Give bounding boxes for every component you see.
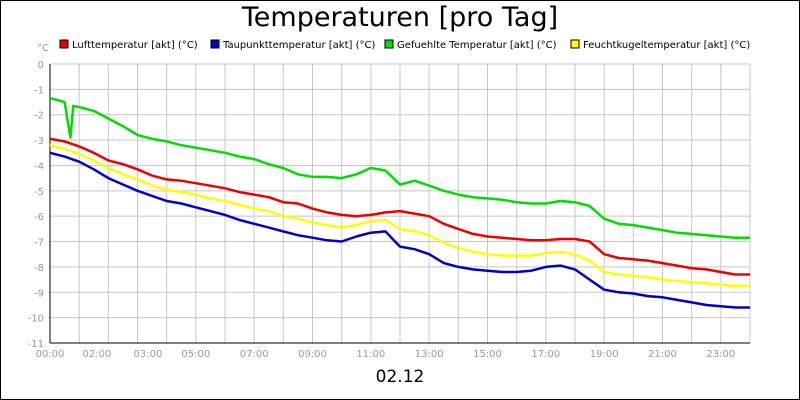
y-tick-label: -1 xyxy=(34,85,44,96)
y-tick-label: -8 xyxy=(34,263,44,274)
chart-title: Temperaturen [pro Tag] xyxy=(241,2,559,33)
y-tick-label: -9 xyxy=(34,288,44,299)
legend-swatch xyxy=(210,39,220,49)
x-tick-label: 02:00 xyxy=(83,349,112,360)
legend-item-2: Taupunkttemperatur [akt] (°C) xyxy=(210,39,375,51)
x-tick-label: 11:00 xyxy=(356,349,385,360)
legend-label: Gefuehlte Temperatur [akt] (°C) xyxy=(397,40,557,51)
series-line-3 xyxy=(49,96,750,239)
series-layer xyxy=(49,96,750,309)
x-axis-label: 02.12 xyxy=(375,367,425,387)
x-tick-label: 00:00 xyxy=(36,349,65,360)
x-tick-label: 13:00 xyxy=(415,349,444,360)
legend-swatch xyxy=(384,39,394,49)
y-axis-unit: °C xyxy=(37,43,49,54)
legend: Lufttemperatur [akt] (°C) Taupunkttempera… xyxy=(59,39,750,51)
x-tick-label: 17:00 xyxy=(531,349,560,360)
y-tick-label: -6 xyxy=(34,212,44,223)
legend-label: Feuchtkugeltemperatur [akt] (°C) xyxy=(583,40,750,51)
series-line-2 xyxy=(49,151,750,309)
y-tick-label: -11 xyxy=(28,339,44,350)
y-tick-label: -3 xyxy=(34,136,44,147)
x-tick-label: 15:00 xyxy=(473,349,502,360)
y-tick-label: -2 xyxy=(34,111,44,122)
series-line-4 xyxy=(49,143,750,288)
x-tick-label: 05:00 xyxy=(181,349,210,360)
y-tick-label: 0 xyxy=(38,60,44,71)
x-tick-label: 21:00 xyxy=(648,349,677,360)
legend-item-1: Lufttemperatur [akt] (°C) xyxy=(59,39,198,51)
x-tick-label: 23:00 xyxy=(706,349,735,360)
x-tick-label: 09:00 xyxy=(298,349,327,360)
series-line-1 xyxy=(49,137,750,276)
legend-label: Lufttemperatur [akt] (°C) xyxy=(72,40,198,51)
legend-swatch xyxy=(59,39,69,49)
legend-item-3: Gefuehlte Temperatur [akt] (°C) xyxy=(384,39,557,51)
y-tick-label: -10 xyxy=(28,314,44,325)
y-tick-label: -4 xyxy=(34,161,44,172)
legend-item-4: Feuchtkugeltemperatur [akt] (°C) xyxy=(570,39,750,51)
axes: 0 -1 -2 -3 -4 -5 -6 -7 -8 -9 -10 -11 °C 00:00 02:00 03:… xyxy=(28,43,750,360)
y-tick-label: -5 xyxy=(34,187,44,198)
x-tick-label: 07:00 xyxy=(240,349,269,360)
grid xyxy=(49,63,751,344)
x-tick-label: 19:00 xyxy=(590,349,619,360)
x-tick-label: 03:00 xyxy=(134,349,163,360)
legend-label: Taupunkttemperatur [akt] (°C) xyxy=(222,40,375,51)
legend-swatch xyxy=(570,39,580,49)
y-tick-label: -7 xyxy=(34,238,44,249)
